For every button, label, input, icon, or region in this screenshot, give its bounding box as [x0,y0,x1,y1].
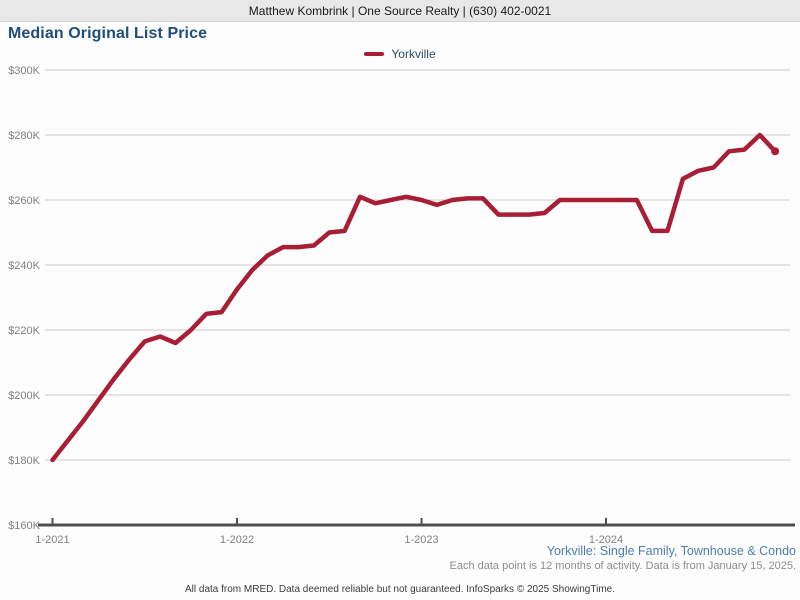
yorkville-price-line [50,132,778,463]
chart-legend: Yorkville [0,47,800,61]
y-axis-tick-label: $280K [8,130,40,142]
y-axis-tick-label: $260K [8,195,40,207]
legend-line-swatch [364,52,385,56]
data-point-note: Each data point is 12 months of activity… [449,560,796,572]
x-axis-tick-label: 1-2022 [220,534,254,546]
y-axis-tick-label: $200K [8,390,40,402]
page-title: Median Original List Price [8,25,208,42]
x-axis-tick-label: 1-2021 [35,534,69,546]
y-axis-tick-label: $160K [8,520,40,532]
x-axis-tick-label: 1-2024 [589,534,623,546]
x-axis-tick-label: 1-2023 [404,534,438,546]
mred-disclaimer: All data from MRED. Data deemed reliable… [184,584,615,595]
y-axis-tick-label: $300K [8,65,40,77]
agent-info-bar: Matthew Kombrink | One Source Realty | (… [0,0,800,22]
segment-description: Yorkville: Single Family, Townhouse & Co… [546,544,796,558]
y-axis-tick-label: $240K [8,260,40,272]
y-axis-tick-label: $180K [8,455,40,467]
legend-series-label: Yorkville [391,47,436,61]
line-end-marker [771,147,780,156]
y-axis-tick-label: $220K [8,325,40,337]
agent-info-text: Matthew Kombrink | One Source Realty | (… [248,3,552,18]
